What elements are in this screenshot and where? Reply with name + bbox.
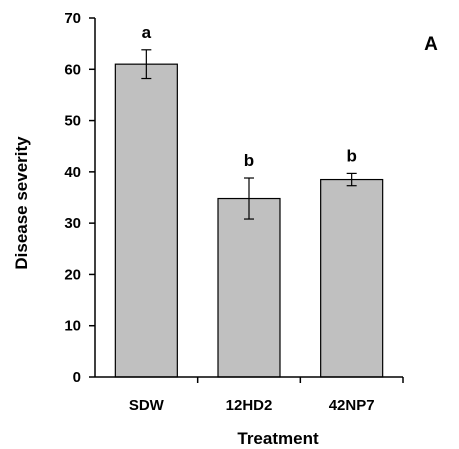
bar [114, 63, 178, 378]
bars: a b b [114, 23, 384, 378]
y-tick-label: 0 [73, 369, 81, 386]
y-axis-label: Disease severity [12, 136, 31, 270]
y-tick-label: 40 [64, 164, 81, 181]
y-axis-ticks: 0 10 20 30 40 50 60 70 [64, 10, 95, 386]
x-tick-label: SDW [129, 397, 165, 414]
y-tick-label: 70 [64, 10, 81, 27]
x-axis-ticks: SDW 12HD2 42NP7 [129, 377, 404, 414]
x-tick-label: 12HD2 [226, 397, 273, 414]
y-tick-label: 60 [64, 61, 81, 78]
x-axis-label: Treatment [237, 429, 319, 448]
y-tick-label: 20 [64, 266, 81, 283]
significance-letter: b [244, 151, 254, 170]
y-tick-label: 10 [64, 318, 81, 335]
y-tick-label: 30 [64, 215, 81, 232]
y-tick-label: 50 [64, 113, 81, 130]
x-tick-label: 42NP7 [329, 397, 375, 414]
significance-letter: b [346, 146, 356, 165]
significance-letter: a [142, 23, 152, 42]
bar [217, 197, 281, 378]
bar [320, 178, 384, 378]
panel-label: A [424, 34, 438, 55]
